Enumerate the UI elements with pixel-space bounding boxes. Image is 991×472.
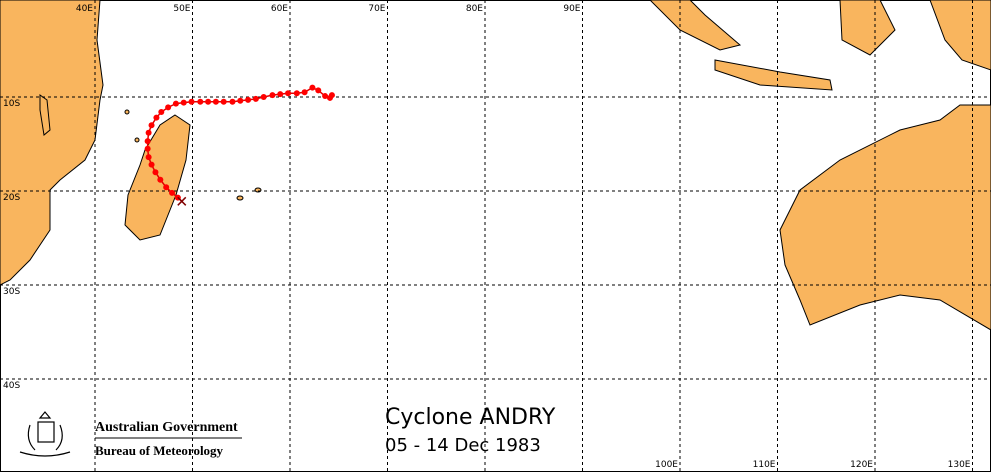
- track-point: [245, 96, 252, 103]
- longitude-label: 80E: [466, 4, 483, 14]
- track-point: [229, 98, 236, 105]
- track-point: [322, 93, 329, 100]
- track-point: [260, 94, 267, 100]
- cyclone-track: [144, 84, 335, 206]
- map-title: Cyclone ANDRY: [385, 405, 556, 430]
- track-point: [293, 90, 300, 97]
- track-point: [188, 98, 195, 105]
- logo-line2: Bureau of Meteorology: [95, 443, 224, 458]
- track-point: [315, 87, 322, 94]
- track-point: [158, 109, 165, 116]
- track-point: [148, 161, 155, 168]
- track-point: [285, 90, 292, 97]
- track-point: [212, 98, 219, 105]
- longitude-label: 90E: [563, 4, 580, 14]
- logo: Australian Government Bureau of Meteorol…: [19, 411, 242, 458]
- track-point: [145, 154, 152, 161]
- track-point: [148, 122, 155, 129]
- track-point: [172, 100, 179, 107]
- track-point: [197, 98, 204, 105]
- track-end: [177, 196, 187, 206]
- longitude-label: 60E: [271, 4, 288, 14]
- latitude-label: 20S: [3, 193, 20, 203]
- logo-line1: Australian Government: [95, 420, 238, 435]
- date-range: 05 - 14 Dec 1983: [385, 435, 541, 456]
- latitude-label: 30S: [3, 287, 20, 297]
- longitude-label: 70E: [368, 4, 385, 14]
- land: [0, 0, 991, 331]
- track-point: [301, 89, 308, 96]
- track-point: [144, 145, 151, 152]
- latitude-label: 10S: [3, 99, 20, 109]
- track-point: [309, 84, 316, 91]
- track-point: [269, 92, 276, 99]
- track-point: [153, 114, 160, 121]
- track-point: [326, 94, 333, 101]
- track-point: [252, 95, 259, 102]
- longitude-label: 100E: [655, 460, 678, 470]
- track-point: [152, 169, 159, 176]
- track-point: [144, 138, 151, 145]
- longitude-label: 40E: [76, 4, 93, 14]
- track-point: [205, 98, 212, 105]
- track-point: [157, 176, 164, 183]
- track-point: [220, 98, 227, 105]
- track-point: [180, 99, 187, 106]
- track-point: [237, 97, 244, 104]
- track-point: [145, 129, 152, 136]
- longitude-label: 120E: [850, 460, 873, 470]
- track-point: [165, 104, 172, 111]
- track-point: [169, 189, 176, 196]
- longitude-label: 50E: [173, 4, 190, 14]
- track-point: [163, 184, 170, 191]
- longitude-label: 110E: [753, 460, 776, 470]
- latitude-label: 40S: [3, 381, 20, 391]
- track-point: [277, 91, 284, 98]
- longitude-label: 130E: [948, 460, 971, 470]
